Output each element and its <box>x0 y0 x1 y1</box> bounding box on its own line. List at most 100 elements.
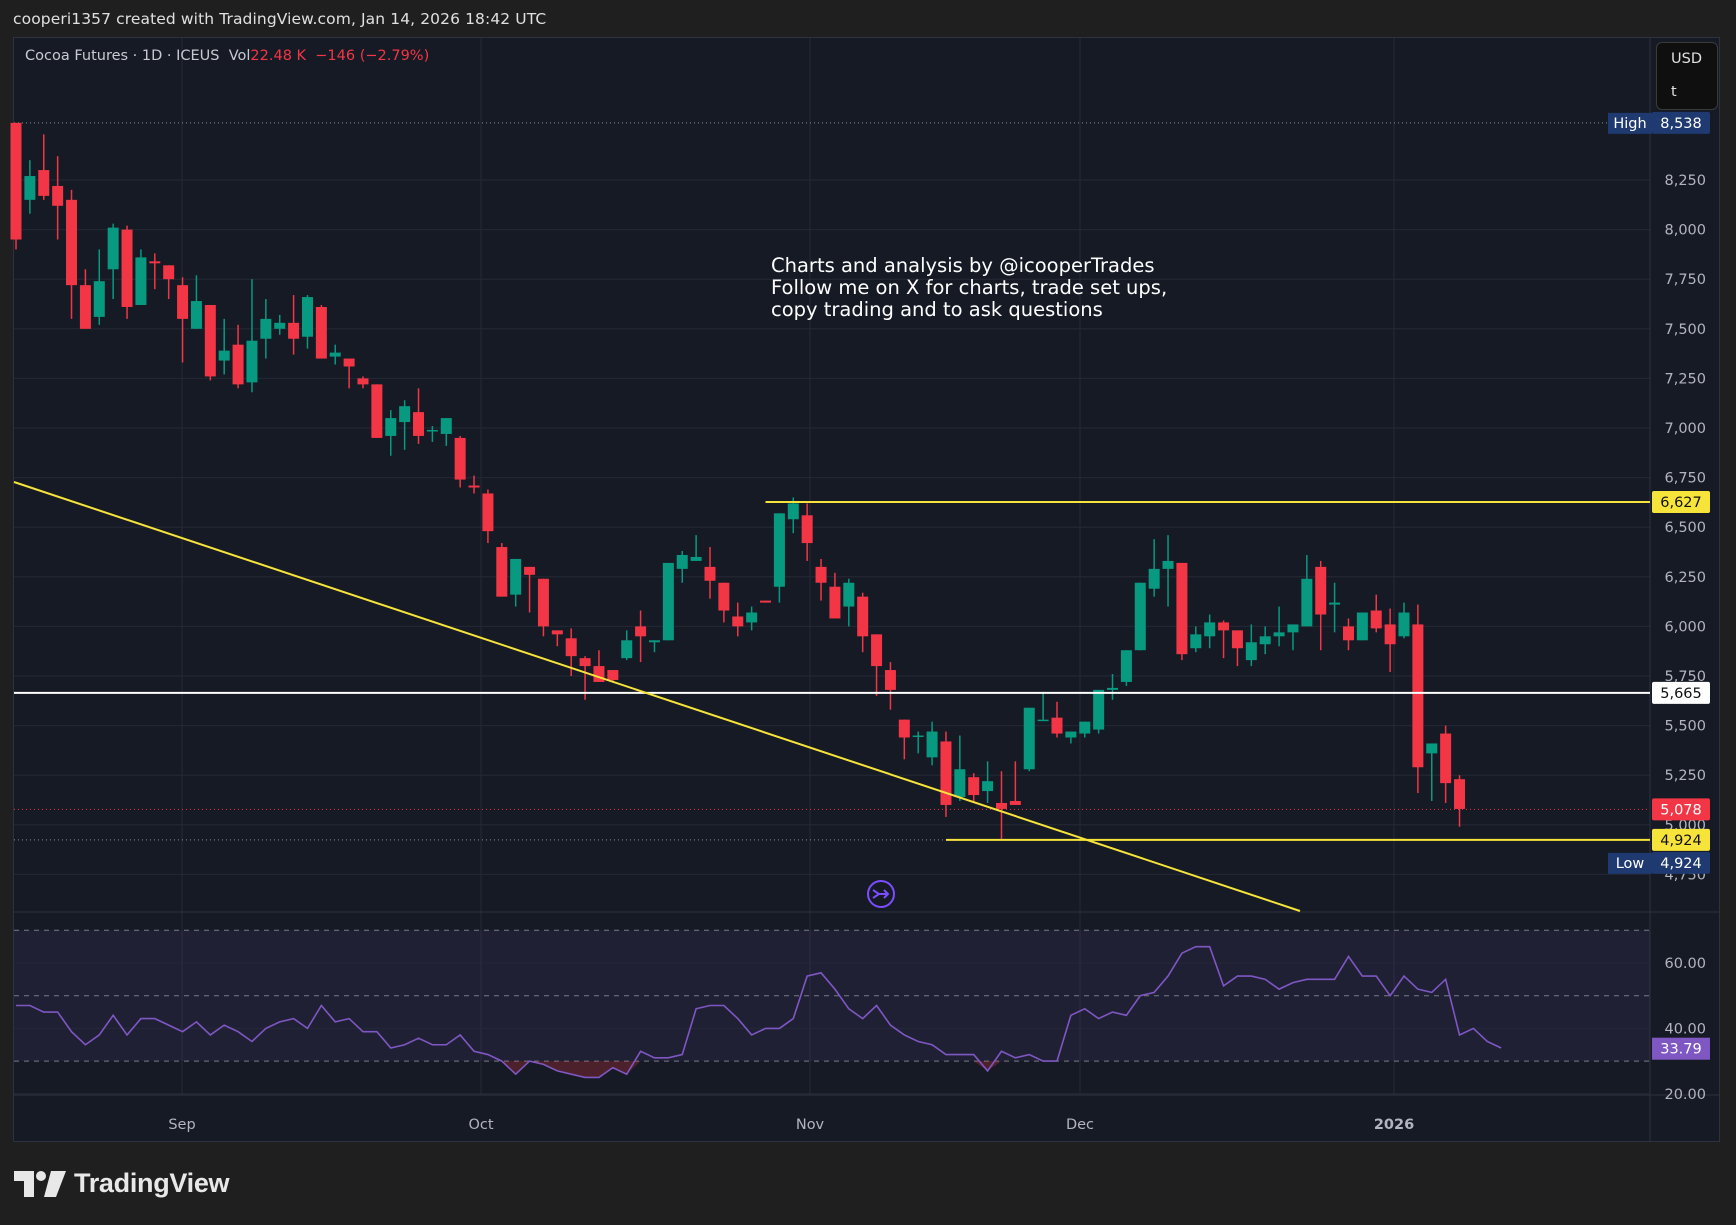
candle-body[interactable] <box>1120 650 1132 682</box>
candle-body[interactable] <box>218 350 230 361</box>
candle-body[interactable] <box>1273 632 1285 637</box>
candle-body[interactable] <box>440 418 452 434</box>
candle-body[interactable] <box>1218 622 1230 631</box>
candle-body[interactable] <box>1134 582 1146 651</box>
candle-body[interactable] <box>732 616 744 627</box>
candle-body[interactable] <box>426 429 438 432</box>
chart-annotation[interactable]: Charts and analysis by @icooperTrades Fol… <box>771 255 1167 321</box>
descending-trendline[interactable] <box>13 481 1301 912</box>
candle-body[interactable] <box>454 437 466 480</box>
candle-body[interactable] <box>1176 562 1188 655</box>
candle-body[interactable] <box>593 666 605 682</box>
candle-body[interactable] <box>551 630 563 635</box>
candle-body[interactable] <box>274 322 286 329</box>
candle-body[interactable] <box>1398 612 1410 637</box>
candle-body[interactable] <box>10 122 22 240</box>
candle-body[interactable] <box>1426 743 1438 754</box>
candle-body[interactable] <box>468 485 480 488</box>
candle-body[interactable] <box>1315 566 1327 615</box>
candle-body[interactable] <box>1204 622 1216 637</box>
candle-body[interactable] <box>1162 560 1174 569</box>
candle-body[interactable] <box>246 340 258 383</box>
candle-body[interactable] <box>93 281 105 317</box>
candle-body[interactable] <box>343 358 355 367</box>
candle-body[interactable] <box>648 640 660 643</box>
candle-body[interactable] <box>79 285 91 329</box>
candle-body[interactable] <box>746 612 758 623</box>
candle-body[interactable] <box>1190 634 1202 649</box>
candle-body[interactable] <box>1079 721 1091 734</box>
candle-body[interactable] <box>815 566 827 583</box>
candle-body[interactable] <box>773 513 785 587</box>
candle-body[interactable] <box>704 566 716 581</box>
candle-body[interactable] <box>912 735 924 738</box>
candle-body[interactable] <box>871 634 883 667</box>
tradingview-logo[interactable]: TradingView <box>14 1168 230 1199</box>
candle-body[interactable] <box>662 562 674 641</box>
candle-body[interactable] <box>232 344 244 385</box>
candle-body[interactable] <box>301 297 313 337</box>
candle-body[interactable] <box>315 306 327 359</box>
candle-body[interactable] <box>579 658 591 667</box>
candle-body[interactable] <box>801 515 813 544</box>
candle-body[interactable] <box>884 670 896 690</box>
candle-body[interactable] <box>676 554 688 569</box>
candle-body[interactable] <box>1287 624 1299 633</box>
candle-body[interactable] <box>1065 731 1077 738</box>
candle-body[interactable] <box>843 582 855 607</box>
candle-body[interactable] <box>260 318 272 339</box>
candle-body[interactable] <box>1454 779 1466 809</box>
candle-body[interactable] <box>413 412 425 436</box>
candle-body[interactable] <box>926 731 938 758</box>
candle-body[interactable] <box>1093 689 1105 730</box>
candle-body[interactable] <box>537 578 549 627</box>
candle-body[interactable] <box>787 503 799 520</box>
candle-body[interactable] <box>496 547 508 597</box>
chart-panel[interactable] <box>13 37 1720 1142</box>
candle-body[interactable] <box>607 670 619 680</box>
candle-body[interactable] <box>52 185 64 206</box>
candle-body[interactable] <box>760 600 772 603</box>
rsi-line[interactable] <box>16 945 1502 1079</box>
candle-body[interactable] <box>857 596 869 637</box>
candle-body[interactable] <box>1037 719 1049 722</box>
candle-body[interactable] <box>524 566 536 575</box>
candle-body[interactable] <box>565 638 577 657</box>
candle-body[interactable] <box>204 304 216 377</box>
candle-body[interactable] <box>371 384 383 438</box>
candle-body[interactable] <box>1231 630 1243 649</box>
candle-body[interactable] <box>635 626 647 637</box>
candle-body[interactable] <box>135 257 147 305</box>
candle-body[interactable] <box>107 227 119 270</box>
candle-body[interactable] <box>982 781 994 792</box>
candle-body[interactable] <box>1009 800 1021 805</box>
candle-body[interactable] <box>968 777 980 796</box>
candle-body[interactable] <box>954 769 966 798</box>
candle-body[interactable] <box>829 586 841 619</box>
candle-body[interactable] <box>399 406 411 423</box>
candle-body[interactable] <box>66 199 78 286</box>
candle-body[interactable] <box>288 322 300 339</box>
currency-unit-button[interactable]: USD t <box>1656 42 1718 110</box>
candle-body[interactable] <box>690 556 702 561</box>
candle-body[interactable] <box>1440 733 1452 784</box>
candle-body[interactable] <box>1245 642 1257 661</box>
candle-body[interactable] <box>940 741 952 805</box>
candle-body[interactable] <box>177 285 189 319</box>
candle-body[interactable] <box>163 265 175 280</box>
candle-body[interactable] <box>1342 626 1354 641</box>
candle-body[interactable] <box>1107 687 1119 690</box>
candle-body[interactable] <box>38 170 50 196</box>
candle-body[interactable] <box>329 352 341 357</box>
candle-body[interactable] <box>190 301 202 329</box>
candle-body[interactable] <box>482 493 494 532</box>
candle-body[interactable] <box>718 582 730 611</box>
candle-body[interactable] <box>1259 636 1271 645</box>
candle-body[interactable] <box>898 719 910 738</box>
candle-body[interactable] <box>385 418 397 436</box>
candle-body[interactable] <box>621 640 633 659</box>
candle-body[interactable] <box>1301 578 1313 627</box>
candle-body[interactable] <box>1148 568 1160 589</box>
candle-body[interactable] <box>1384 624 1396 645</box>
